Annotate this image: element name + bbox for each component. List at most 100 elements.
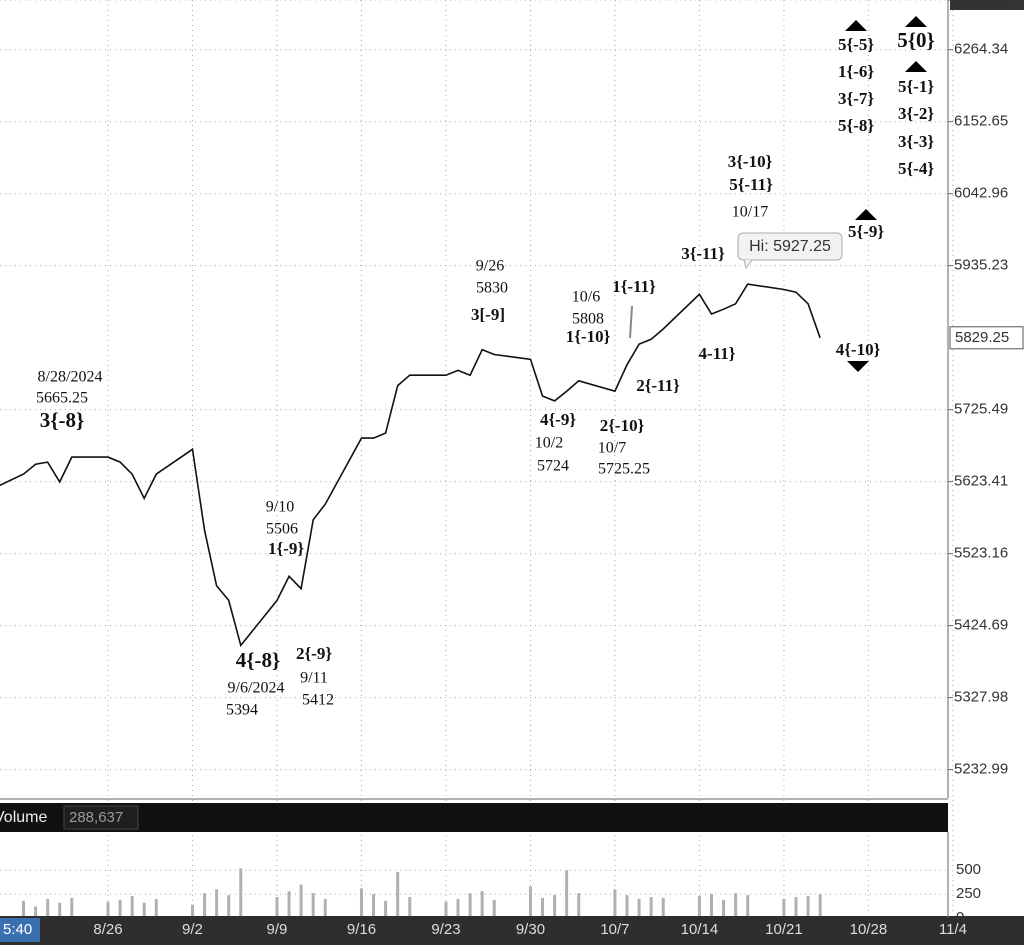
volume-bar xyxy=(661,897,665,918)
x-tick-label: 10/21 xyxy=(765,921,803,938)
volume-bar xyxy=(541,897,545,918)
y-tick-label: 5935.23 xyxy=(954,257,1008,274)
x-axis: 8/26 9/2 9/9 9/16 9/23 9/30 10/7 10/14 10/21 10/2… xyxy=(93,921,967,938)
wave-label: 10/17 xyxy=(732,204,768,221)
volume-bar xyxy=(46,898,50,918)
wave-label: 5724 xyxy=(537,458,569,475)
y-tick-label: 5232.99 xyxy=(954,761,1008,778)
x-tick-label: 9/2 xyxy=(182,921,203,938)
volume-bar xyxy=(806,896,810,918)
wave-label: 1{-11} xyxy=(612,277,656,296)
volume-bar xyxy=(528,886,532,918)
volume-bar xyxy=(190,904,194,918)
volume-header xyxy=(0,803,948,832)
volume-bar xyxy=(746,895,750,918)
x-tick-label: 9/30 xyxy=(516,921,545,938)
volume-bar xyxy=(142,902,146,918)
wave-label: 5665.25 xyxy=(36,390,88,407)
volume-bar xyxy=(649,896,653,918)
volume-bar xyxy=(118,899,122,918)
down-arrow xyxy=(847,361,869,372)
volume-tick-label: 0 xyxy=(956,909,964,926)
wave-label: 5506 xyxy=(266,521,298,538)
last-value-box xyxy=(949,326,1024,350)
wave-label: 9/6/2024 xyxy=(228,680,285,697)
wave-label: 1{-10} xyxy=(566,327,611,346)
volume-bar xyxy=(215,889,219,918)
x-tick-label: 9/16 xyxy=(347,921,376,938)
y-tick-label: 5424.69 xyxy=(954,617,1008,634)
wave-label: 5830 xyxy=(476,280,508,297)
up-arrow xyxy=(905,61,927,72)
wave-label: 9/11 xyxy=(300,670,328,687)
volume-value: 288,637 xyxy=(69,809,123,826)
volume-bar xyxy=(154,898,158,918)
y-tick-label: 5725.49 xyxy=(954,401,1008,418)
wave-label: 4{-9} xyxy=(540,410,576,429)
wave-label: 8/28/2024 xyxy=(38,369,103,386)
last-value-label: 5829.25 xyxy=(955,329,1009,346)
y-tick-label: 5327.98 xyxy=(954,689,1008,706)
plot xyxy=(0,283,821,648)
wave-label: 3[-9] xyxy=(471,305,505,324)
volume-bar xyxy=(311,893,315,918)
volume-bar xyxy=(613,889,617,918)
y-tick-label: 6264.34 xyxy=(954,41,1008,58)
wave-label: 4-11} xyxy=(699,344,736,363)
wave-label: 5808 xyxy=(572,311,604,328)
volume-bar xyxy=(384,900,388,918)
y-axis: 6342.64 6264.34 6152.65 6042.96 5935.23 5725.… xyxy=(947,0,1024,926)
wave-label: 5{-11} xyxy=(729,175,773,194)
volume-bar xyxy=(794,896,798,918)
volume-bar xyxy=(408,896,412,918)
volume-bar xyxy=(130,896,134,918)
volume-bar xyxy=(734,893,738,918)
x-tick-label: 9/23 xyxy=(431,921,460,938)
volume-bar xyxy=(722,899,726,918)
grid xyxy=(0,0,954,915)
x-tick-label: 10/7 xyxy=(600,921,629,938)
volume-bar xyxy=(372,894,376,918)
wave-label: 3{-10} xyxy=(728,152,773,171)
annotations: Hi: 5927.25 8/28/2024 5665.253{-8} 9/10 5506… xyxy=(36,16,935,719)
volume-title: Volume xyxy=(0,809,47,826)
volume-tick-label: 500 xyxy=(956,861,981,878)
volume-bar xyxy=(287,891,291,918)
wave-label: 4{-8} xyxy=(236,648,281,672)
volume-bar xyxy=(22,900,26,918)
wave-label: 5725.25 xyxy=(598,461,650,478)
volume-bar xyxy=(782,898,786,918)
volume-bar xyxy=(553,895,557,918)
volume-bar xyxy=(34,906,38,918)
volume-bar xyxy=(275,896,279,918)
volume-bar xyxy=(697,896,701,918)
volume-bar xyxy=(444,901,448,918)
volume-bar xyxy=(239,868,243,918)
volume-bar xyxy=(492,899,496,918)
wave-label: 10/2 xyxy=(535,435,563,452)
wave-label: 5394 xyxy=(226,702,258,719)
volume-bar xyxy=(58,902,62,918)
y-tick-label: 6152.65 xyxy=(954,113,1008,130)
up-arrow xyxy=(845,20,867,31)
volume-tick-label: 250 xyxy=(956,885,981,902)
hi-callout xyxy=(737,232,843,261)
wave-label: 3{-11} xyxy=(681,244,725,263)
wave-label: 9/26 xyxy=(476,258,504,275)
wave-label: 2{-10} xyxy=(600,416,645,435)
marker xyxy=(629,305,633,339)
wave-label: 5{-8} xyxy=(838,116,874,135)
x-tick-label: 10/14 xyxy=(681,921,719,938)
volume-bar xyxy=(637,898,641,918)
wave-label: 3{-3} xyxy=(898,132,934,151)
volume-bar xyxy=(710,894,713,918)
tick-label-box xyxy=(950,0,1024,10)
x-tick-label: 8/26 xyxy=(93,921,122,938)
volume-bar xyxy=(565,870,569,918)
volume-bar xyxy=(359,888,363,918)
cursor-label: 5:40 xyxy=(3,921,32,938)
hi-pointer xyxy=(743,259,753,270)
wave-label: 3{-2} xyxy=(898,104,934,123)
wave-label: 5{-1} xyxy=(898,77,934,96)
wave-label: 4{-10} xyxy=(836,340,881,359)
